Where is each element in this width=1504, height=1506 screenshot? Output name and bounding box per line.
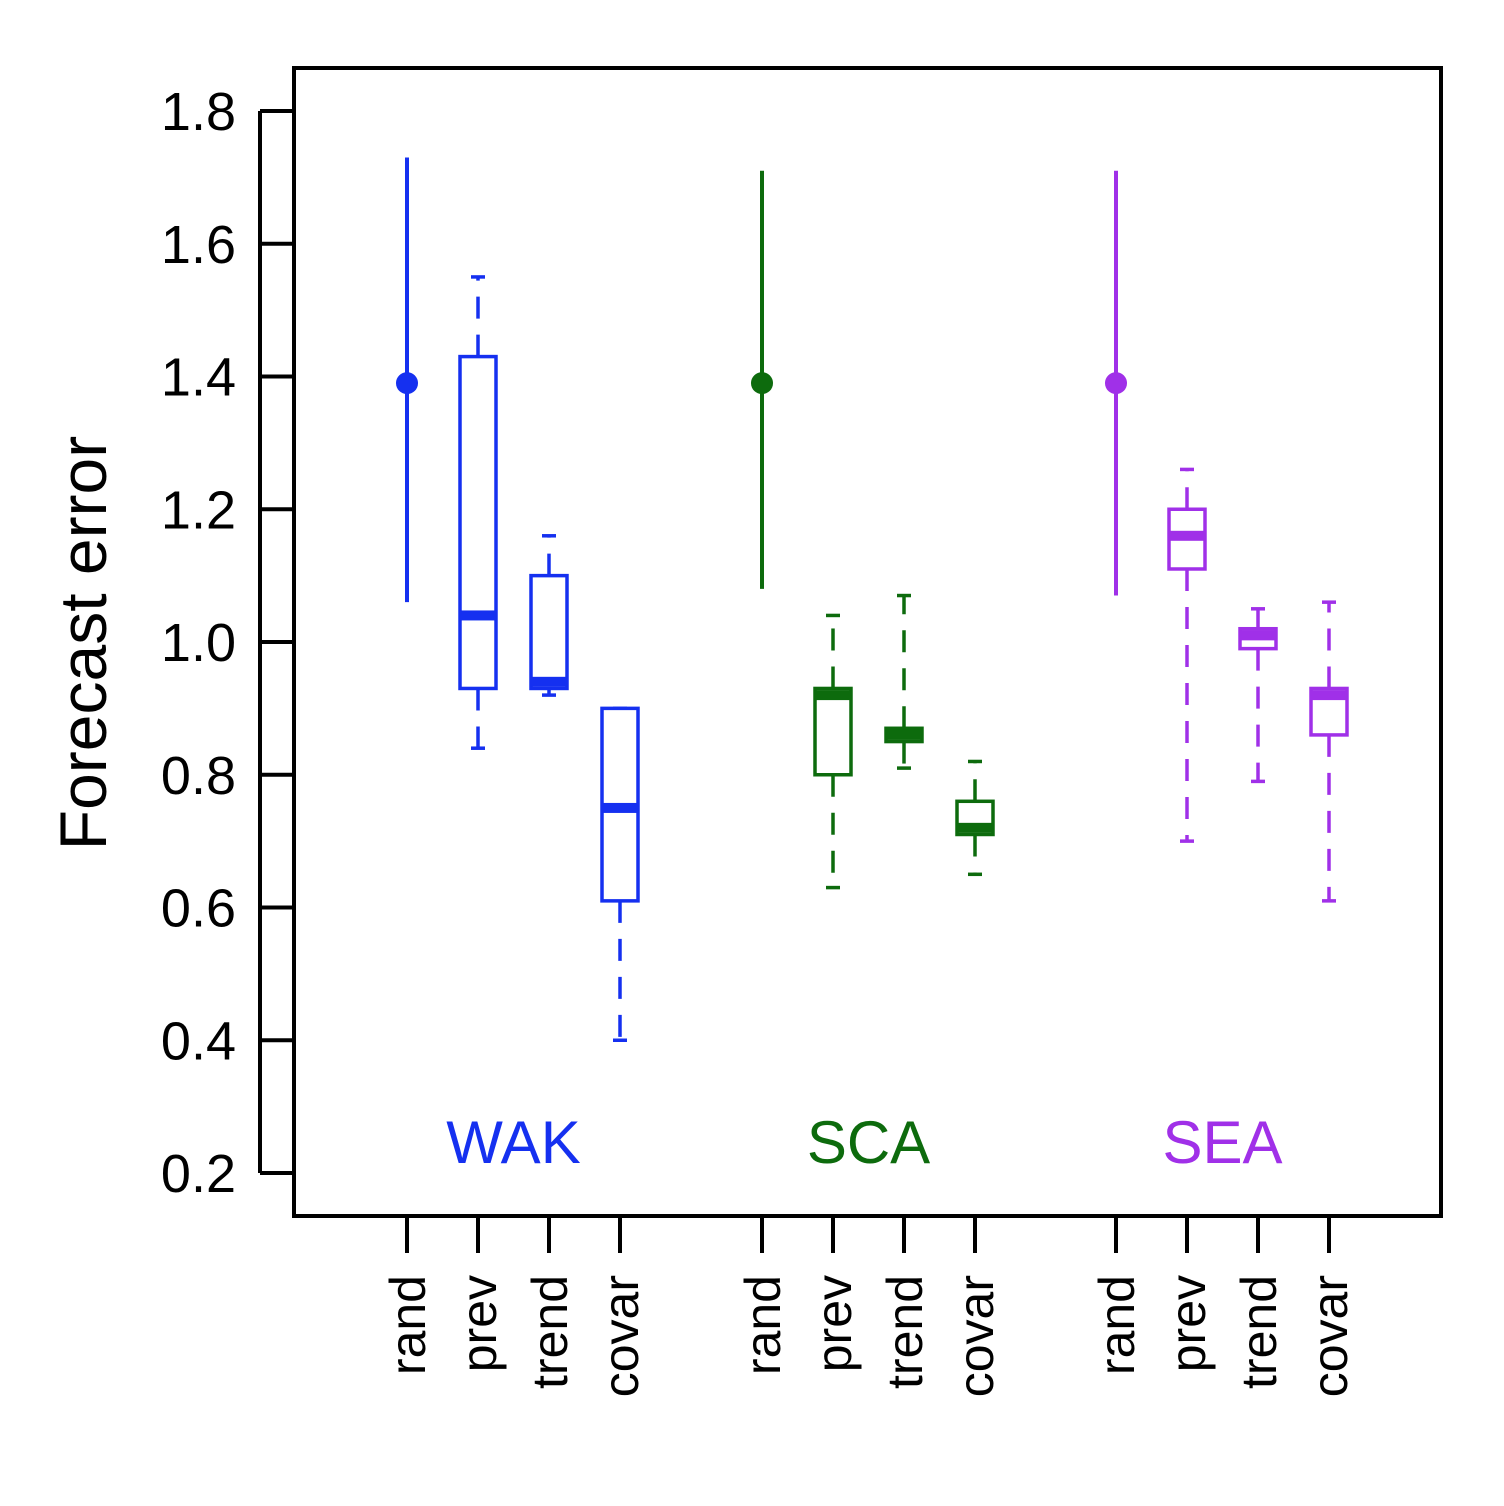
x-tick-label: covar xyxy=(593,1275,649,1397)
box-iqr xyxy=(529,573,569,691)
y-tick-label: 1.4 xyxy=(161,348,236,408)
box-covar xyxy=(600,706,640,1042)
box-prev xyxy=(458,275,498,750)
rand-point xyxy=(1105,372,1127,395)
box-iqr xyxy=(813,686,853,777)
box-median xyxy=(1169,530,1205,541)
y-tick-label: 0.2 xyxy=(161,1144,236,1204)
box-prev xyxy=(813,613,853,890)
rand-point xyxy=(751,372,773,395)
x-axis: rand prev trend covar rand prev trend covar rand… xyxy=(380,1216,1358,1397)
box-covar xyxy=(1309,600,1349,903)
series-layer xyxy=(396,157,1349,1042)
x-tick-label: trend xyxy=(522,1275,578,1389)
y-tick-label: 0.4 xyxy=(161,1011,236,1071)
box-trend xyxy=(529,534,569,697)
rand-point xyxy=(396,372,418,395)
y-tick-label: 0.8 xyxy=(161,746,236,806)
x-tick-label: covar xyxy=(1302,1275,1358,1397)
region-labels: WAK SCA SEA xyxy=(446,1109,1282,1176)
box-trend xyxy=(884,593,924,770)
x-tick-label: rand xyxy=(735,1275,791,1375)
box-median xyxy=(460,610,496,621)
group-sea xyxy=(1105,170,1349,903)
box-median xyxy=(531,676,567,687)
region-label-sca: SCA xyxy=(807,1109,930,1176)
y-tick-label: 1.0 xyxy=(161,613,236,673)
x-tick-label: trend xyxy=(877,1275,933,1389)
y-tick-label: 1.2 xyxy=(161,480,236,540)
x-tick-label: prev xyxy=(451,1275,507,1372)
box-median xyxy=(1240,630,1276,641)
box-median xyxy=(1311,690,1347,701)
x-tick-label: prev xyxy=(1160,1275,1216,1372)
x-tick-label: trend xyxy=(1231,1275,1287,1389)
box-median xyxy=(602,802,638,813)
region-label-wak: WAK xyxy=(446,1109,580,1176)
y-tick-label: 1.6 xyxy=(161,215,236,275)
box-median xyxy=(957,822,993,833)
box-covar xyxy=(955,759,995,877)
x-tick-label: rand xyxy=(380,1275,436,1375)
x-tick-label: prev xyxy=(806,1275,862,1372)
box-median xyxy=(886,729,922,740)
y-axis: 0.2 0.4 0.6 0.8 1.0 1.2 1.4 1.6 1.8 xyxy=(161,82,294,1204)
box-trend xyxy=(1238,607,1278,784)
group-wak xyxy=(396,157,640,1042)
box-prev xyxy=(1167,467,1207,843)
y-tick-label: 0.6 xyxy=(161,879,236,939)
box-median xyxy=(815,690,851,701)
group-sca xyxy=(751,170,995,890)
x-tick-label: rand xyxy=(1089,1275,1145,1375)
y-axis-label: Forecast error xyxy=(46,436,120,850)
region-label-sea: SEA xyxy=(1162,1109,1282,1176)
y-tick-label: 1.8 xyxy=(161,82,236,142)
box-iqr xyxy=(458,354,498,691)
x-tick-label: covar xyxy=(948,1275,1004,1397)
